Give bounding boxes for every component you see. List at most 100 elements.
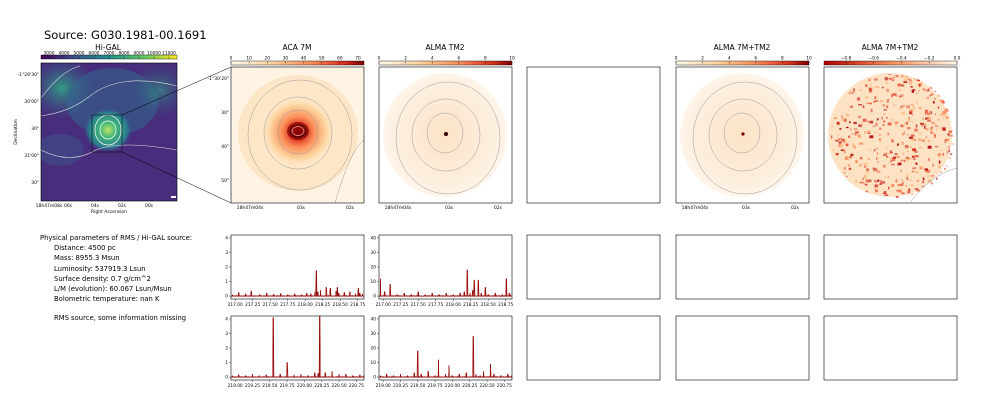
spectrum-xtick-label: 219.75: [280, 383, 295, 389]
aca-ytick: 40": [221, 144, 229, 150]
spectrum-xtick-label: 220.25: [462, 383, 477, 389]
colorbar-tick-label: 70: [355, 56, 361, 62]
spectrum-ytick-label: 40: [371, 235, 377, 241]
higal-xtick: 04s: [91, 203, 100, 209]
spectrum-xtick-label: 217.75: [428, 302, 443, 308]
param-lm-ratio: L/M (evolution): 60.067 Lsun/Msun: [54, 285, 172, 294]
spectrum-xtick-label: 217.50: [411, 302, 426, 308]
spectrum-ytick-label: 0: [225, 375, 228, 381]
spectrum-ytick-label: 2: [225, 346, 228, 352]
comb-colorbar: [675, 60, 810, 66]
spectrum-baseline: [380, 336, 511, 379]
higal-yticks: -1°29'30" 30'00" 30" 31'00" 30": [18, 72, 40, 186]
colorbar-tick-label: 8: [484, 56, 487, 62]
spectrum-xtick-label: 220.00: [445, 383, 460, 389]
spectrum-ytick-label: 20: [371, 346, 377, 352]
tm2-colorbar-ticks: 0 2 4 6 8 10: [378, 56, 515, 64]
higal-beam: [171, 196, 176, 198]
spectrum-xtick-label: 218.50: [481, 302, 496, 308]
empty-map-panel: [526, 66, 661, 204]
colorbar-tick-label: 2: [404, 56, 407, 62]
colorbar-tick-label: 3000: [44, 51, 55, 57]
param-mass: Mass: 8955.3 Msun: [54, 254, 120, 263]
colorbar-tick-label: 7000: [104, 51, 115, 57]
spectrum-xtick-label: 219.00: [376, 383, 391, 389]
aca-xtick: 02s: [346, 205, 355, 211]
comb-source: [741, 132, 745, 136]
spectrum-xtick-label: 218.25: [463, 302, 478, 308]
higal-ytick: -1°29'30": [18, 72, 40, 78]
aca-xtick: 18h47m04s: [237, 205, 264, 211]
spectrum-ytick-label: 3: [225, 250, 228, 256]
spectrum-xtick-label: 219.00: [228, 383, 243, 389]
spectrum-aca-lsb: 217.00 217.25 217.50 217.75 218.00 218.25 218.…: [225, 234, 365, 308]
spectrum-xtick-label: 219.25: [393, 383, 408, 389]
spectrum-ytick-label: 3: [225, 331, 228, 337]
colorbar-tick-label: 0: [675, 56, 678, 62]
spectrum-xtick-label: 217.75: [280, 302, 295, 308]
higal-ytick: 30": [31, 126, 39, 132]
colorbar-tick-label: 6: [754, 56, 757, 62]
spectrum-xtick-label: 219.50: [410, 383, 425, 389]
comb-title: ALMA 7M+TM2: [714, 43, 771, 52]
aca-colorbar-ticks: 0 10 20 30 40 50 60 70: [230, 56, 361, 64]
colorbar-tick-label: 10: [246, 56, 252, 62]
colorbar-tick-label: 10: [806, 56, 812, 62]
aca-ytick: 50": [221, 178, 229, 184]
comb-colorbar-ticks: 0 2 4 6 8 10: [675, 56, 812, 64]
colorbar-tick-label: 60: [337, 56, 343, 62]
higal-title: Hi-GAL: [95, 43, 122, 52]
aca-map: [230, 66, 365, 204]
tm2-xtick: 18h47m04s: [385, 205, 412, 211]
tm2-xticks: 18h47m04s 03s 02s: [385, 205, 503, 211]
aca-yticks: -1°30'20" 30" 40" 50": [208, 76, 230, 184]
diff-colorbar: [823, 60, 958, 66]
comb-xticks: 18h47m04s 03s 02s: [682, 205, 800, 211]
physical-parameters: Physical parameters of RMS / Hi-GAL sour…: [40, 233, 192, 324]
colorbar-tick-label: 30: [283, 56, 289, 62]
spectrum-ytick-label: 0: [373, 294, 376, 300]
spectrum-ytick-label: 1: [225, 360, 228, 366]
colorbar-tick-label: 6: [457, 56, 460, 62]
empty-spectrum-panel: [823, 234, 958, 300]
colorbar-tick-label: 4: [728, 56, 731, 62]
higal-ylabel: Declination: [13, 119, 19, 145]
aca-xticks: 18h47m04s 03s 02s: [237, 205, 355, 211]
params-header: Physical parameters of RMS / Hi-GAL sour…: [40, 234, 193, 242]
diff-title: ALMA 7M+TM2: [862, 43, 919, 52]
aca-title: ACA 7M: [283, 43, 312, 52]
higal-map: [40, 62, 178, 202]
spectrum-xtick-label: 218.75: [498, 302, 513, 308]
spectrum-xtick-label: 217.00: [228, 302, 243, 308]
colorbar-tick-label: 10000: [147, 51, 161, 57]
spectrum-ytick-label: 4: [225, 235, 228, 241]
colorbar-tick-label: 8000: [119, 51, 130, 57]
page-title: Source: G030.1981-00.1691: [44, 28, 207, 42]
colorbar-tick-label: −0.6: [869, 56, 880, 62]
spectrum-tm2-usb: 219.00 219.25 219.50 219.75 220.00 220.25 220.…: [371, 315, 513, 389]
colorbar-tick-label: 4000: [59, 51, 70, 57]
spectrum-xtick-label: 217.00: [376, 302, 391, 308]
spectrum-xtick-label: 219.25: [245, 383, 260, 389]
colorbar-tick-label: 0.0: [954, 56, 961, 62]
colorbar-tick-label: 0: [230, 56, 233, 62]
spectrum-xtick-label: 218.50: [333, 302, 348, 308]
empty-spectrum-panel: [675, 315, 810, 381]
spectrum-xtick-label: 220.25: [314, 383, 329, 389]
aca-ytick: 30": [221, 110, 229, 116]
colorbar-tick-label: 2: [701, 56, 704, 62]
comb-xtick: 18h47m04s: [682, 205, 709, 211]
tm2-xtick: 03s: [445, 205, 454, 211]
spectrum-tm2-lsb: 217.00 217.25 217.50 217.75 218.00 218.25 218.…: [371, 234, 513, 308]
higal-xtick: 06s: [64, 203, 73, 209]
spectrum-xtick-label: 217.50: [263, 302, 278, 308]
spectrum-xtick-label: 220.75: [497, 383, 512, 389]
comb-xtick: 02s: [791, 205, 800, 211]
colorbar-tick-label: 6000: [89, 51, 100, 57]
spectrum-baseline: [232, 270, 363, 298]
spectrum-xtick-label: 218.00: [298, 302, 313, 308]
higal-xlabel: Right Ascension: [91, 209, 127, 215]
aca-colorbar: [230, 60, 365, 66]
zoom-line-top: [121, 66, 232, 116]
